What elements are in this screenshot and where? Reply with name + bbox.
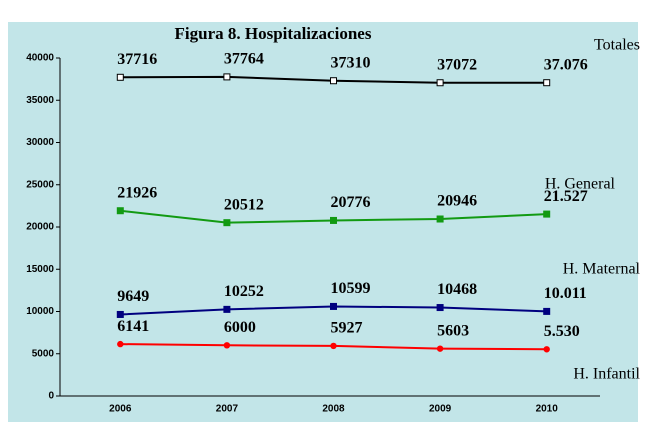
point: [223, 219, 231, 227]
y-tick-label: 20000: [26, 222, 54, 233]
point: [330, 302, 337, 310]
point: [330, 77, 337, 85]
chart-title: Figura 8. Hospitalizaciones: [175, 24, 372, 43]
x-tick-label: 2006: [109, 404, 132, 415]
x-tick-label: 2010: [536, 404, 559, 415]
chart-background: [8, 22, 638, 422]
y-tick-label: 15000: [26, 264, 54, 275]
y-tick-label: 0: [48, 391, 54, 402]
value-label: 6000: [224, 319, 256, 336]
value-label: 21.527: [544, 188, 588, 205]
series-name: H. Maternal: [563, 261, 641, 278]
value-label: 10599: [331, 280, 371, 297]
value-label: 37310: [331, 54, 371, 71]
series-name: Totales: [594, 37, 640, 54]
value-label: 9649: [117, 288, 149, 305]
point: [223, 73, 231, 81]
value-label: 20776: [331, 194, 371, 211]
point: [543, 79, 551, 87]
point: [436, 304, 444, 312]
series-name: H. Infantil: [573, 366, 640, 383]
point: [116, 207, 124, 215]
y-tick-label: 10000: [26, 306, 54, 317]
y-tick-label: 40000: [26, 53, 54, 64]
value-label: 10.011: [544, 285, 587, 302]
point: [543, 307, 551, 315]
point: [117, 340, 124, 348]
value-label: 6141: [117, 318, 149, 335]
point: [330, 342, 337, 350]
point: [223, 342, 231, 349]
value-label: 21926: [117, 184, 157, 201]
value-label: 20946: [437, 193, 477, 210]
y-tick-label: 5000: [32, 348, 55, 359]
x-tick-label: 2008: [322, 404, 345, 415]
y-tick-label: 25000: [26, 179, 54, 190]
value-label: 5603: [437, 322, 469, 339]
y-tick-label: 35000: [26, 95, 54, 106]
value-label: 37.076: [544, 56, 588, 73]
value-label: 10468: [437, 281, 477, 298]
point: [330, 216, 337, 224]
series-name: H. General: [545, 176, 616, 193]
point: [436, 79, 444, 87]
point: [436, 345, 444, 352]
value-label: 5.530: [544, 323, 580, 340]
point: [223, 305, 231, 313]
x-tick-label: 2007: [216, 404, 239, 415]
point: [116, 73, 124, 81]
point: [543, 210, 551, 218]
value-label: 37764: [224, 51, 264, 68]
x-tick-label: 2009: [429, 404, 452, 415]
point: [116, 310, 124, 318]
point: [543, 346, 550, 353]
value-label: 37072: [437, 56, 477, 73]
value-label: 20512: [224, 196, 264, 213]
point: [436, 215, 444, 223]
value-label: 37716: [117, 51, 157, 68]
y-tick-label: 30000: [26, 137, 54, 148]
value-label: 5927: [331, 320, 363, 337]
value-label: 10252: [224, 283, 264, 300]
